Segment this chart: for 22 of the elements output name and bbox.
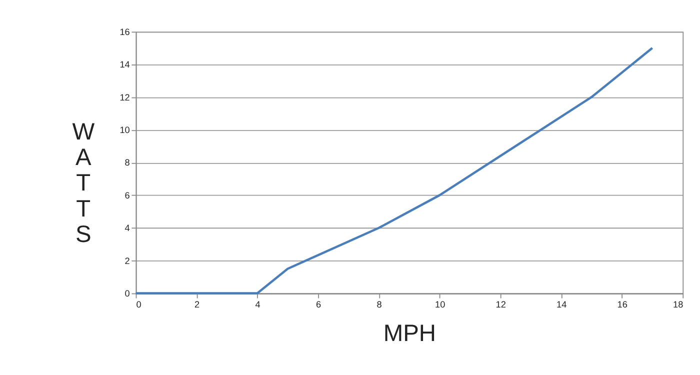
x-tick-label: 14	[556, 299, 567, 310]
x-tick-label: 16	[617, 299, 628, 310]
y-axis-title: WATTS	[72, 120, 96, 248]
line-series	[134, 46, 654, 294]
x-tick-label: 6	[316, 299, 322, 310]
y-tick-label: 8	[124, 158, 130, 168]
x-tick-label: 12	[496, 299, 506, 310]
x-tick-label: 8	[376, 299, 382, 310]
x-tick-label: 4	[255, 299, 260, 310]
y-tick-label: 2	[124, 256, 130, 266]
y-tick-label: 12	[120, 92, 130, 102]
y-tick-label: 14	[120, 60, 130, 70]
y-tick-label: 10	[120, 124, 130, 135]
y-tick-label: 6	[124, 190, 130, 200]
x-tick-label: 0	[136, 299, 142, 310]
x-tick-label: 18	[672, 299, 684, 310]
x-tick-label: 10	[435, 299, 446, 310]
y-tick-label: 0	[124, 288, 130, 298]
y-tick-label: 4	[124, 223, 130, 234]
y-tick-label: 16	[120, 26, 130, 37]
x-tick-label: 2	[194, 299, 200, 310]
x-axis-title: MPH	[383, 321, 436, 348]
